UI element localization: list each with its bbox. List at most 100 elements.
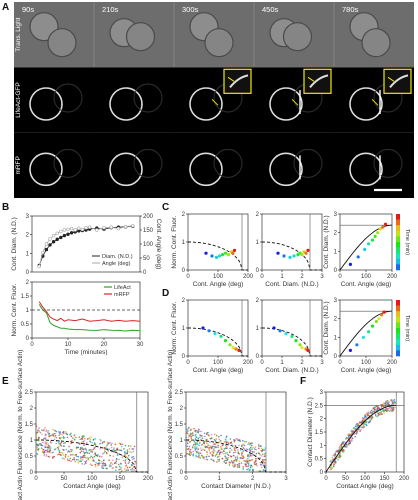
data-point (40, 447, 43, 449)
data-point (44, 442, 47, 445)
data-point (238, 444, 240, 447)
data-point (373, 409, 376, 412)
data-point (70, 460, 72, 462)
data-point (203, 458, 206, 460)
data-point (86, 456, 89, 459)
data-point (115, 460, 118, 462)
data-point (44, 247, 49, 252)
data-point (390, 407, 393, 410)
data-point (367, 242, 371, 246)
data-point (199, 436, 201, 439)
data-point (361, 417, 364, 419)
colorbar-segment (396, 322, 400, 329)
data-point (104, 462, 107, 465)
data-point (103, 452, 105, 454)
data-point (78, 460, 81, 463)
data-point (113, 447, 115, 449)
y-right-tick-label: 150 (143, 228, 154, 234)
y-tick-label: 1.5 (21, 294, 30, 300)
x-tick-label: 200 (243, 274, 254, 280)
data-point (123, 451, 126, 453)
data-point (98, 462, 101, 465)
x-tick-label: 10 (65, 342, 72, 348)
y-tick-label: 3 (320, 390, 324, 396)
x-tick-label: 1 (280, 274, 284, 280)
y-right-tick-label: 200 (143, 214, 154, 220)
data-point (212, 443, 215, 446)
x-tick-label: 0 (338, 274, 342, 280)
data-point (127, 462, 130, 465)
data-point (214, 255, 219, 259)
data-point (390, 408, 393, 411)
data-point (231, 251, 235, 255)
data-point (121, 456, 124, 459)
data-point (215, 435, 218, 437)
data-point (116, 454, 119, 456)
data-point (209, 437, 212, 440)
x-axis-label: Cont. Angle (deg) (341, 281, 392, 288)
data-point (39, 431, 42, 434)
data-point (385, 410, 388, 413)
data-point (126, 450, 129, 453)
data-point (199, 452, 202, 455)
data-point (207, 444, 209, 446)
data-point (264, 453, 266, 456)
y-tick-label: 0 (26, 336, 30, 342)
data-point (58, 432, 61, 434)
x-tick-label: 0 (184, 476, 188, 482)
data-point (208, 447, 211, 449)
x-tick-label: 200 (387, 360, 398, 366)
x-axis-label: Cont. Angle (deg) (193, 367, 244, 374)
data-point (249, 446, 252, 449)
data-point (64, 455, 67, 457)
model-curve (339, 310, 392, 357)
data-point (104, 450, 107, 453)
data-point (63, 442, 65, 445)
data-point (100, 455, 103, 458)
data-point (300, 253, 304, 257)
data-point (94, 465, 97, 468)
data-point (55, 442, 57, 445)
data-point (52, 434, 55, 437)
data-point (249, 442, 251, 445)
x-tick-label: 100 (361, 360, 372, 366)
data-point (37, 444, 39, 446)
data-point (210, 458, 213, 461)
y-tick-label: 0 (256, 354, 260, 360)
data-point (250, 459, 253, 461)
data-point (237, 348, 241, 352)
data-point (262, 470, 264, 473)
data-point (94, 438, 97, 440)
data-point (117, 452, 119, 455)
y-tick-label: 1 (180, 438, 184, 444)
x-tick-label: 150 (379, 476, 390, 482)
data-point (83, 439, 85, 442)
data-point (62, 228, 67, 232)
data-point (104, 464, 107, 467)
data-point (257, 452, 259, 454)
data-point (335, 451, 337, 453)
data-point (116, 449, 119, 451)
data-point (239, 456, 242, 459)
data-point (48, 445, 51, 447)
y-tick-label: 0.5 (21, 322, 30, 328)
data-point (238, 439, 240, 442)
data-point (247, 443, 249, 445)
plot-frame (35, 391, 149, 473)
data-point (122, 459, 125, 462)
data-point (229, 461, 231, 464)
colorbar-segment (396, 214, 400, 220)
data-point (44, 446, 47, 449)
data-point (368, 421, 370, 423)
y-tick-label: 0 (334, 268, 338, 274)
data-point (224, 438, 227, 440)
data-point (223, 339, 228, 343)
data-point (48, 432, 51, 435)
data-point (103, 464, 106, 467)
data-point (109, 464, 111, 466)
data-point (383, 408, 386, 411)
data-point (47, 455, 50, 458)
data-point (342, 451, 344, 453)
data-point (41, 433, 43, 436)
x-tick-label: 200 (243, 360, 254, 366)
